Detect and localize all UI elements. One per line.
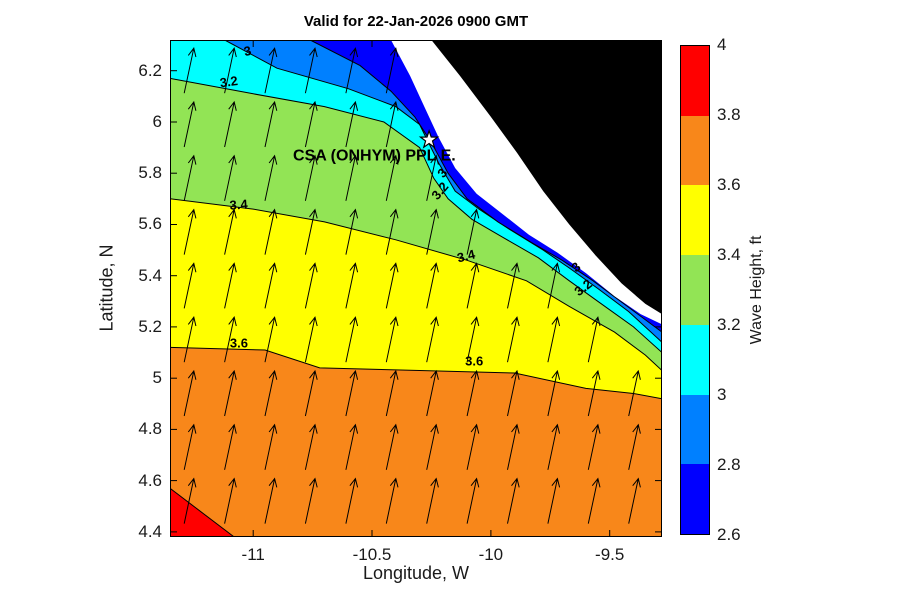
contour-line-2.8 bbox=[309, 40, 662, 333]
x-axis-label: Longitude, W bbox=[362, 563, 470, 583]
svg-text:3.4: 3.4 bbox=[229, 196, 249, 212]
svg-text:3: 3 bbox=[242, 43, 252, 59]
wave-direction-arrows bbox=[183, 47, 641, 524]
colorbar-band bbox=[681, 464, 709, 535]
colorbar-tick-label: 2.8 bbox=[717, 455, 741, 474]
y-tick-label: 5.4 bbox=[138, 265, 162, 285]
axis-tick-marks bbox=[170, 40, 662, 537]
y-tick-label: 5 bbox=[152, 368, 162, 388]
contour-line-3.6 bbox=[170, 346, 662, 400]
y-tick-label: 4.8 bbox=[138, 419, 162, 439]
contour-line-3.2 bbox=[170, 77, 662, 353]
colorbar-band bbox=[681, 185, 709, 256]
x-tick-label: -9.5 bbox=[595, 545, 625, 564]
colorbar-tick-label: 3 bbox=[717, 385, 727, 404]
plot-title: Valid for 22-Jan-2026 0900 GMT bbox=[303, 13, 529, 30]
svg-text:3.2: 3.2 bbox=[219, 73, 239, 90]
colorbar-tick-label: 4 bbox=[717, 35, 727, 54]
location-star-marker bbox=[418, 129, 440, 149]
svg-text:3.6: 3.6 bbox=[230, 335, 248, 350]
x-tick-label: -10.5 bbox=[352, 545, 392, 564]
colorbar-tick-label: 3.8 bbox=[717, 105, 741, 124]
colorbar-band bbox=[681, 115, 709, 186]
colorbar-band bbox=[681, 255, 709, 325]
map-annotation: CSA (ONHYM) PPL E. bbox=[293, 147, 456, 164]
colorbar-band bbox=[681, 394, 709, 465]
y-tick-label: 5.8 bbox=[138, 163, 162, 183]
contour-line-3.4 bbox=[170, 198, 662, 371]
land-region bbox=[170, 40, 662, 315]
y-axis-label: Latitude, N bbox=[96, 244, 117, 332]
y-tick-label: 6.2 bbox=[138, 60, 162, 80]
colorbar-tick-label: 2.6 bbox=[717, 525, 741, 544]
x-tick-label: -11 bbox=[241, 545, 265, 564]
colorbar-label: Wave Height, ft bbox=[748, 235, 765, 345]
x-tick-label: -10 bbox=[478, 545, 504, 564]
y-tick-label: 4.6 bbox=[138, 470, 162, 490]
svg-text:3.6: 3.6 bbox=[465, 353, 483, 368]
colorbar-band bbox=[681, 324, 709, 395]
y-tick-label: 5.6 bbox=[138, 214, 162, 234]
colorbar-band bbox=[681, 46, 709, 116]
y-tick-label: 6 bbox=[152, 111, 162, 131]
colorbar-tick-label: 3.6 bbox=[717, 175, 741, 194]
svg-text:3.4: 3.4 bbox=[455, 246, 477, 265]
colorbar bbox=[680, 45, 710, 535]
colorbar-tick-label: 3.2 bbox=[717, 315, 741, 334]
y-tick-label: 4.4 bbox=[138, 521, 162, 541]
colorbar-tick-label: 3.4 bbox=[717, 245, 741, 264]
contour-line-3.8 bbox=[170, 487, 235, 537]
contour-line-3.0 bbox=[224, 40, 662, 343]
axes-box bbox=[170, 40, 662, 537]
y-tick-label: 5.2 bbox=[138, 316, 162, 336]
